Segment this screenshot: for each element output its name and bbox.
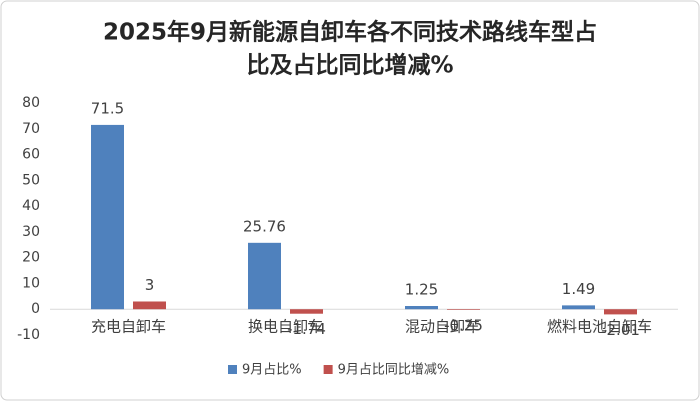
legend-label: 9月占比% [242,363,302,378]
legend-swatch [323,365,333,374]
legend-swatch [228,365,237,374]
y-tick-label: 50 [22,172,40,188]
x-tick-label: 燃料电池自卸车 [547,318,652,336]
value-label: -1.74 [287,320,326,338]
value-label: 1.49 [562,280,595,298]
y-tick-label: 40 [22,198,40,214]
y-tick-label: 10 [22,275,40,291]
y-tick-label: 0 [31,301,40,317]
value-label: 3 [145,276,155,294]
bar [248,242,281,310]
chart-title: 2025年9月新能源自卸车各不同技术路线车型占 [103,19,597,46]
legend-label: 9月占比同比增减% [338,363,450,378]
value-label: -2.01 [601,321,640,339]
x-tick-label: 换电自卸车 [248,318,323,336]
y-tick-label: 70 [22,121,40,137]
bar [91,124,124,310]
bar [604,309,637,315]
value-label: 71.5 [91,99,124,117]
bar [133,301,166,310]
y-tick-label: 20 [22,250,40,266]
y-tick-label: 30 [22,224,40,240]
y-tick-label: 60 [22,147,40,163]
y-tick-label: -10 [17,327,40,343]
value-label: 1.25 [405,281,438,299]
y-tick-label: 80 [22,95,40,111]
value-label: -0.25 [444,316,483,334]
chart-title: 比及占比同比增减% [246,52,453,79]
value-label: 25.76 [243,217,286,235]
x-tick-label: 充电自卸车 [91,318,166,336]
bar [562,305,595,310]
bar [405,306,438,310]
x-tick-label: 混动自卸车 [405,318,480,336]
bar [290,309,323,314]
bar [447,309,480,310]
